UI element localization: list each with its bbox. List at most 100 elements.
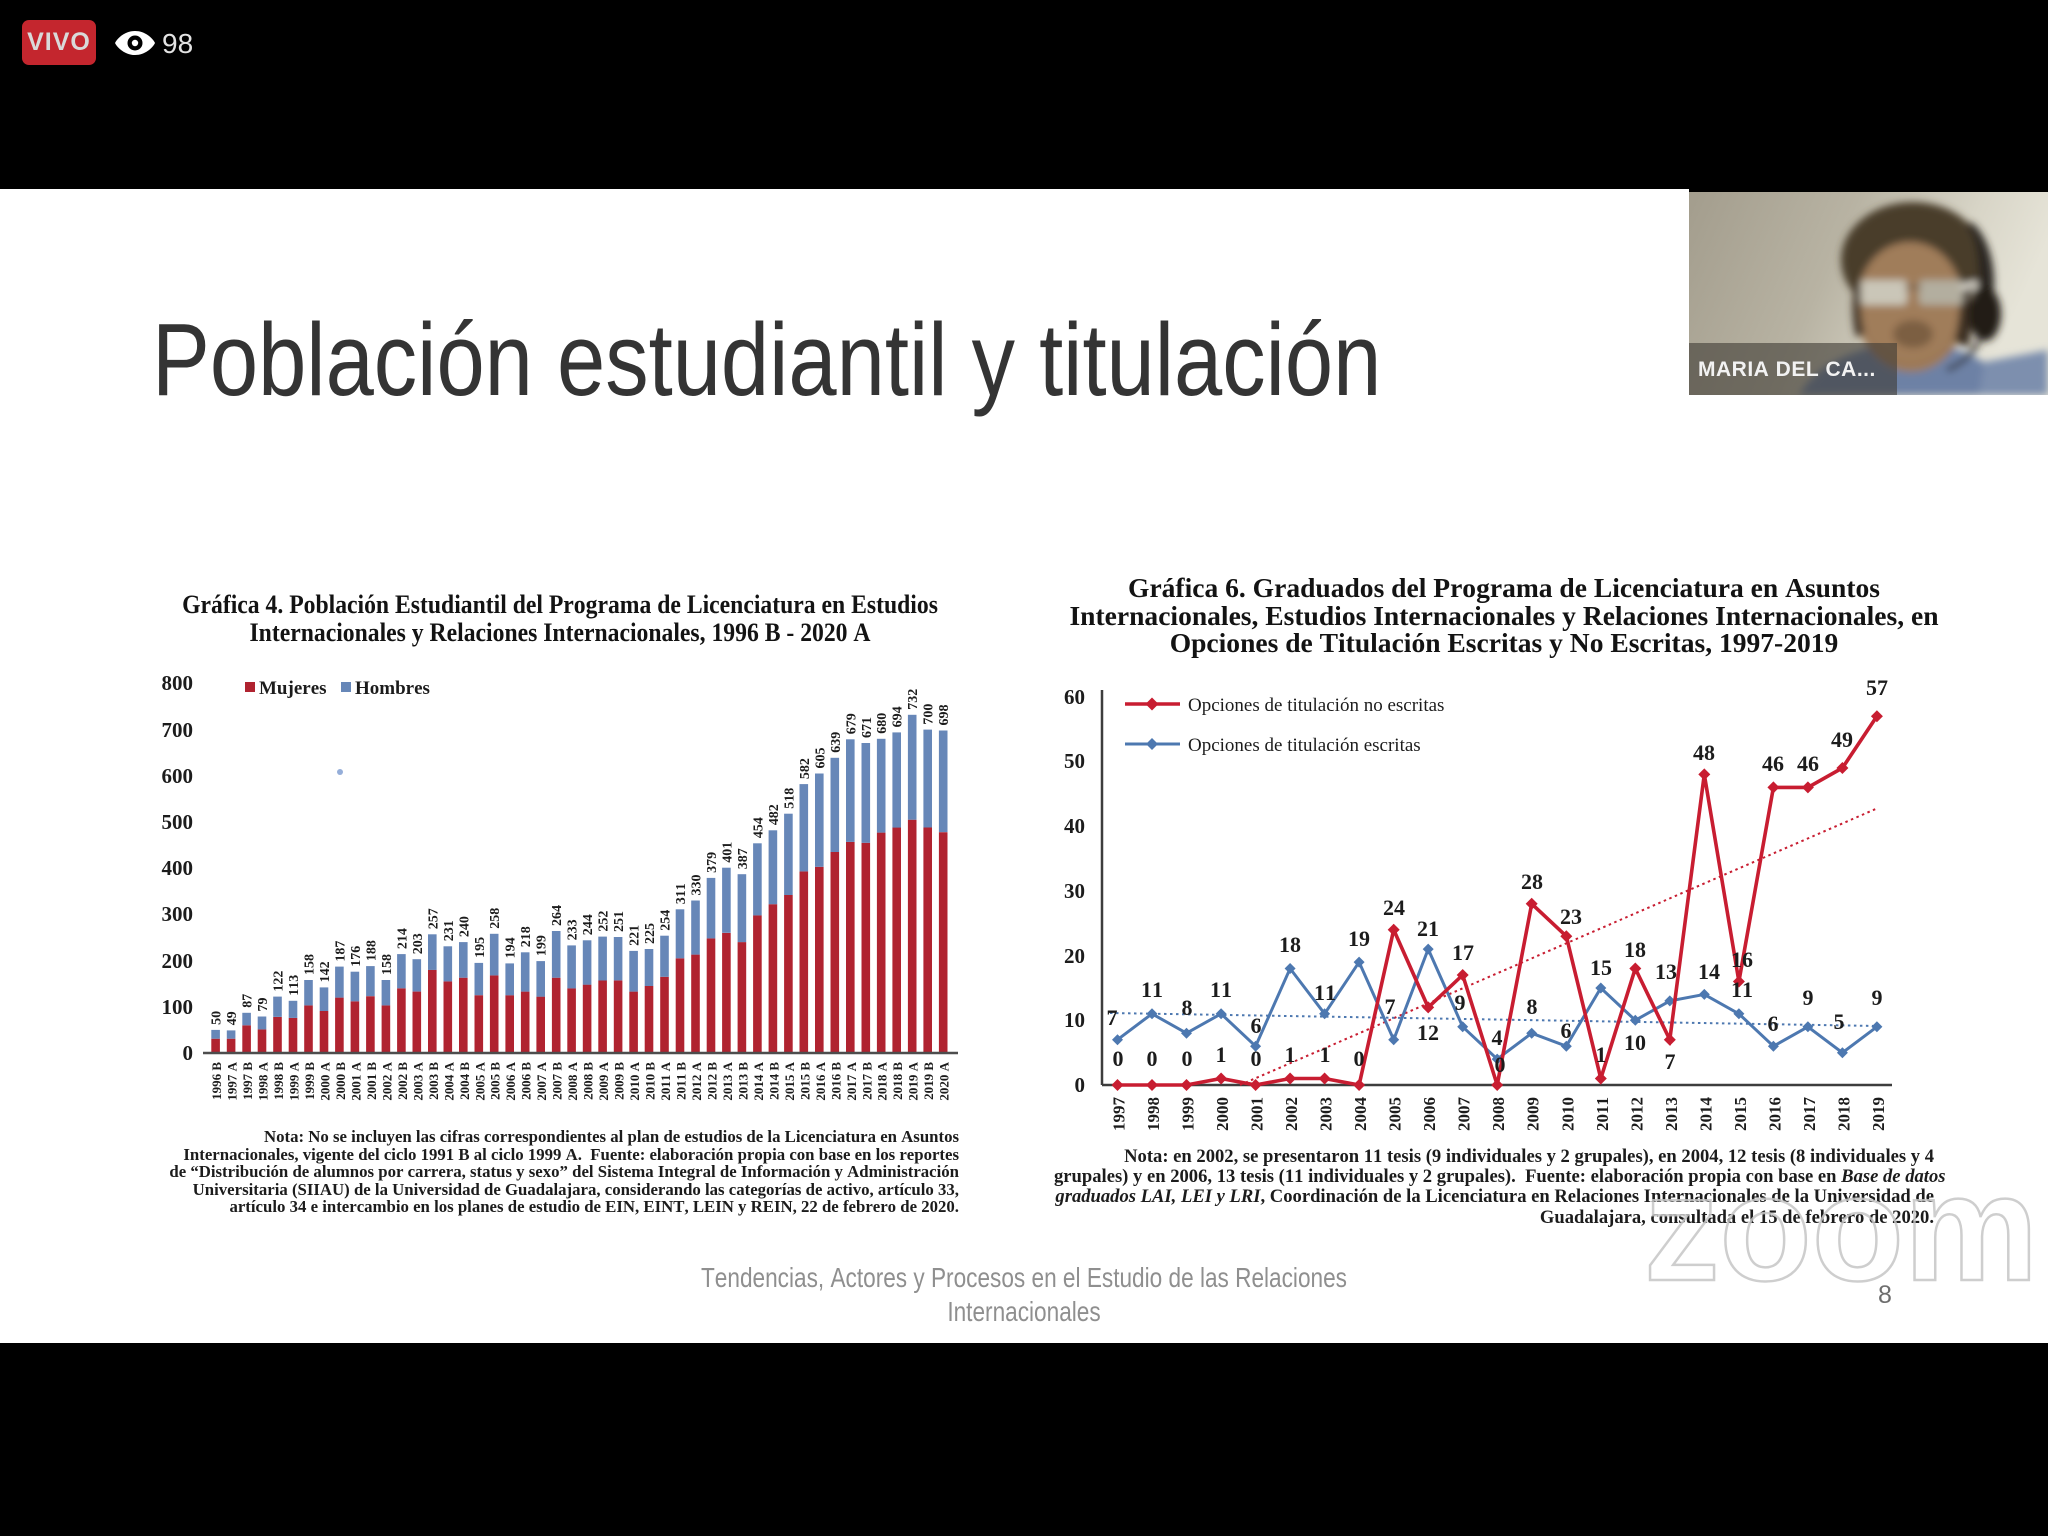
svg-text:40: 40 bbox=[1064, 814, 1085, 838]
svg-text:2014 B: 2014 B bbox=[766, 1062, 781, 1100]
svg-text:231: 231 bbox=[442, 920, 457, 941]
svg-text:244: 244 bbox=[581, 914, 596, 935]
svg-text:1999: 1999 bbox=[1179, 1097, 1198, 1131]
svg-text:4: 4 bbox=[1492, 1025, 1503, 1050]
svg-text:2010: 2010 bbox=[1558, 1097, 1577, 1131]
svg-text:2019 B: 2019 B bbox=[921, 1062, 936, 1100]
svg-text:0: 0 bbox=[183, 1041, 194, 1065]
svg-text:700: 700 bbox=[922, 704, 937, 725]
svg-text:454: 454 bbox=[751, 817, 766, 838]
svg-text:2008: 2008 bbox=[1489, 1097, 1508, 1131]
svg-text:188: 188 bbox=[364, 940, 379, 961]
svg-text:203: 203 bbox=[411, 933, 426, 954]
svg-text:57: 57 bbox=[1866, 675, 1888, 700]
svg-text:10: 10 bbox=[1064, 1008, 1085, 1032]
svg-text:46: 46 bbox=[1797, 751, 1819, 776]
svg-text:2018: 2018 bbox=[1834, 1097, 1853, 1131]
svg-text:2012 A: 2012 A bbox=[689, 1061, 704, 1100]
svg-text:158: 158 bbox=[380, 954, 395, 975]
svg-text:2013 B: 2013 B bbox=[735, 1062, 750, 1100]
svg-text:2015 A: 2015 A bbox=[782, 1061, 797, 1100]
svg-text:500: 500 bbox=[162, 810, 194, 834]
svg-text:2000 B: 2000 B bbox=[333, 1062, 348, 1100]
svg-text:1998 B: 1998 B bbox=[271, 1062, 286, 1100]
svg-text:2001 B: 2001 B bbox=[364, 1062, 379, 1100]
svg-text:2008 B: 2008 B bbox=[581, 1062, 596, 1100]
svg-text:2012 B: 2012 B bbox=[705, 1062, 720, 1100]
svg-text:264: 264 bbox=[550, 905, 565, 926]
svg-text:2005 A: 2005 A bbox=[472, 1061, 487, 1100]
svg-text:142: 142 bbox=[318, 961, 333, 982]
svg-text:700: 700 bbox=[162, 718, 194, 742]
svg-text:2011 A: 2011 A bbox=[658, 1061, 673, 1100]
svg-text:1998: 1998 bbox=[1144, 1097, 1163, 1131]
svg-text:379: 379 bbox=[705, 852, 720, 873]
svg-text:1999 A: 1999 A bbox=[287, 1061, 302, 1100]
svg-text:9: 9 bbox=[1803, 985, 1814, 1010]
svg-text:1997 B: 1997 B bbox=[240, 1062, 255, 1100]
svg-text:2011 B: 2011 B bbox=[674, 1062, 689, 1100]
svg-text:200: 200 bbox=[162, 949, 194, 973]
svg-text:240: 240 bbox=[457, 916, 472, 937]
svg-text:2013 A: 2013 A bbox=[720, 1061, 735, 1100]
svg-text:15: 15 bbox=[1590, 955, 1612, 980]
svg-text:2006: 2006 bbox=[1420, 1097, 1439, 1131]
svg-text:2011: 2011 bbox=[1593, 1097, 1612, 1131]
svg-text:16: 16 bbox=[1731, 947, 1753, 972]
svg-text:122: 122 bbox=[272, 971, 287, 992]
svg-text:258: 258 bbox=[488, 908, 503, 929]
svg-text:5: 5 bbox=[1834, 1009, 1845, 1034]
svg-text:400: 400 bbox=[162, 856, 194, 880]
svg-text:698: 698 bbox=[937, 705, 952, 726]
svg-text:482: 482 bbox=[767, 804, 782, 825]
svg-text:311: 311 bbox=[674, 883, 689, 904]
svg-text:221: 221 bbox=[628, 925, 643, 946]
svg-text:0: 0 bbox=[1147, 1046, 1158, 1071]
svg-text:8: 8 bbox=[1527, 994, 1538, 1019]
svg-text:1997: 1997 bbox=[1110, 1097, 1129, 1132]
svg-text:2010 A: 2010 A bbox=[627, 1061, 642, 1100]
svg-text:2006 B: 2006 B bbox=[519, 1062, 534, 1100]
svg-text:257: 257 bbox=[426, 908, 441, 929]
svg-text:2019 A: 2019 A bbox=[906, 1061, 921, 1100]
svg-text:2000: 2000 bbox=[1213, 1097, 1232, 1131]
svg-text:2002 B: 2002 B bbox=[395, 1062, 410, 1100]
svg-text:60: 60 bbox=[1064, 685, 1085, 709]
svg-text:2017 A: 2017 A bbox=[844, 1061, 859, 1100]
svg-text:2002: 2002 bbox=[1282, 1097, 1301, 1131]
svg-text:2016: 2016 bbox=[1765, 1097, 1784, 1131]
svg-text:679: 679 bbox=[844, 713, 859, 734]
svg-text:518: 518 bbox=[782, 788, 797, 809]
svg-text:50: 50 bbox=[210, 1011, 225, 1025]
svg-text:18: 18 bbox=[1624, 937, 1646, 962]
svg-text:2017: 2017 bbox=[1800, 1097, 1819, 1132]
svg-text:2002 A: 2002 A bbox=[379, 1061, 394, 1100]
svg-text:1999 B: 1999 B bbox=[302, 1062, 317, 1100]
svg-text:13: 13 bbox=[1655, 959, 1677, 984]
svg-text:2010 B: 2010 B bbox=[643, 1062, 658, 1100]
svg-text:6: 6 bbox=[1251, 1013, 1262, 1038]
svg-text:252: 252 bbox=[597, 911, 612, 932]
svg-text:187: 187 bbox=[333, 941, 348, 962]
svg-text:2009: 2009 bbox=[1524, 1097, 1543, 1131]
svg-text:2018 B: 2018 B bbox=[890, 1062, 905, 1100]
svg-text:2012: 2012 bbox=[1627, 1097, 1646, 1131]
svg-text:639: 639 bbox=[829, 732, 844, 753]
svg-text:800: 800 bbox=[162, 671, 194, 695]
svg-text:28: 28 bbox=[1521, 869, 1543, 894]
svg-text:2007 A: 2007 A bbox=[534, 1061, 549, 1100]
svg-text:2019: 2019 bbox=[1869, 1097, 1888, 1131]
svg-text:1998 A: 1998 A bbox=[256, 1061, 271, 1100]
svg-text:1: 1 bbox=[1216, 1042, 1227, 1067]
svg-text:Mujeres: Mujeres bbox=[259, 678, 327, 699]
svg-text:0: 0 bbox=[1251, 1046, 1262, 1071]
svg-text:0: 0 bbox=[1354, 1046, 1365, 1071]
svg-text:19: 19 bbox=[1348, 926, 1370, 951]
svg-text:17: 17 bbox=[1452, 940, 1474, 965]
svg-text:12: 12 bbox=[1417, 1020, 1439, 1045]
svg-text:2007 B: 2007 B bbox=[550, 1062, 565, 1100]
svg-text:18: 18 bbox=[1279, 932, 1301, 957]
svg-text:2004 B: 2004 B bbox=[457, 1062, 472, 1100]
svg-text:233: 233 bbox=[566, 919, 581, 940]
svg-text:14: 14 bbox=[1698, 959, 1720, 984]
